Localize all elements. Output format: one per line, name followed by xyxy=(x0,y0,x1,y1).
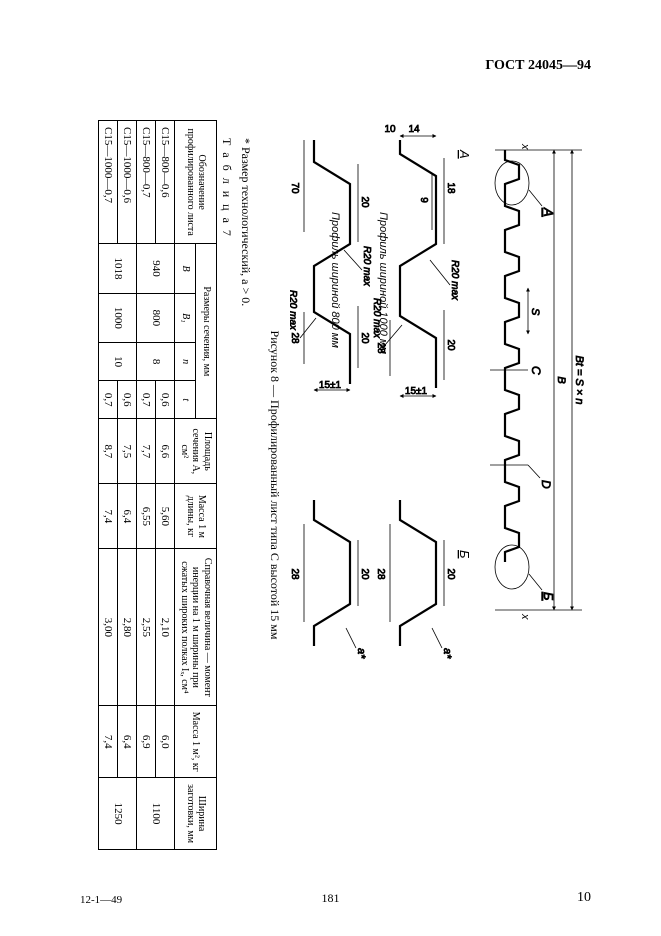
footer-right: 10 xyxy=(577,890,591,906)
svg-text:70: 70 xyxy=(290,182,300,194)
svg-text:R20 max: R20 max xyxy=(361,246,372,287)
svg-text:А: А xyxy=(541,207,556,217)
th-area: Площадь сечения A, см² xyxy=(175,419,217,484)
svg-text:Профиль шириной 800 мм: Профиль шириной 800 мм xyxy=(329,212,341,348)
figure-note: * Размер технологический, a > 0. xyxy=(238,138,253,850)
th-m2: Масса 1 м², кг xyxy=(175,706,217,778)
svg-text:a*: a* xyxy=(441,648,453,659)
svg-text:R20 max: R20 max xyxy=(449,260,460,301)
svg-text:18: 18 xyxy=(445,182,456,194)
svg-text:28: 28 xyxy=(375,568,386,580)
th-dims: Размеры сечения, мм xyxy=(196,244,217,419)
data-table: Обозначение профилированного листа Разме… xyxy=(99,120,218,850)
th-B: B xyxy=(175,244,196,293)
svg-text:А: А xyxy=(457,149,472,159)
svg-text:20: 20 xyxy=(359,568,370,580)
svg-text:10: 10 xyxy=(384,124,396,135)
svg-text:9: 9 xyxy=(418,197,429,203)
svg-text:Б: Б xyxy=(457,550,472,559)
th-n: n xyxy=(175,343,196,381)
svg-text:x: x xyxy=(519,143,531,150)
th-ix: Справочная величина — момент инерции на … xyxy=(175,549,217,706)
svg-text:15±1: 15±1 xyxy=(319,380,342,391)
table-row: С15—800—0,6 940 800 8 0,6 6,6 5,60 2,10 … xyxy=(156,121,175,850)
svg-text:Б: Б xyxy=(541,592,556,601)
svg-text:14: 14 xyxy=(408,124,420,135)
svg-text:20: 20 xyxy=(359,196,370,208)
svg-text:Профиль шириной 1000 мм: Профиль шириной 1000 мм xyxy=(377,212,389,354)
svg-text:S: S xyxy=(529,308,541,316)
svg-text:28: 28 xyxy=(290,568,300,580)
th-t: t xyxy=(175,381,196,419)
footer-left: 12-1—49 xyxy=(80,894,122,906)
th-name: Обозначение профилированного листа xyxy=(175,121,217,244)
svg-text:B: B xyxy=(555,376,567,383)
page-header: ГОСТ 24045—94 xyxy=(485,58,591,74)
svg-text:R20 max: R20 max xyxy=(290,290,298,331)
th-m1: Масса 1 м длины, кг xyxy=(175,484,217,549)
svg-text:20: 20 xyxy=(445,568,456,580)
footer-center: 181 xyxy=(322,891,340,906)
svg-text:a*: a* xyxy=(355,648,367,659)
svg-text:D: D xyxy=(539,480,553,489)
table-head-row: Обозначение профилированного листа Разме… xyxy=(196,121,217,850)
svg-text:15±1: 15±1 xyxy=(405,386,428,397)
svg-text:С: С xyxy=(529,366,543,375)
th-B1: B₁ xyxy=(175,293,196,342)
svg-text:28: 28 xyxy=(290,332,300,344)
svg-text:x: x xyxy=(519,613,531,620)
figure-drawing: Bt = S × n B x x xyxy=(290,120,590,850)
svg-text:20: 20 xyxy=(445,339,456,351)
svg-text:Bt = S × n: Bt = S × n xyxy=(573,356,585,405)
svg-text:20: 20 xyxy=(359,332,370,344)
th-w: Ширина заготовки, мм xyxy=(175,778,217,850)
table-row: С15—1000—0,6 1018 1000 10 0,6 7,5 6,4 2,… xyxy=(118,121,137,850)
table-row: С15—1000—0,7 0,7 8,7 7,4 3,00 7,4 xyxy=(99,121,118,850)
table-title: Т а б л и ц а 7 xyxy=(219,138,234,850)
figure-caption: Рисунок 8 — Профилированный лист типа С … xyxy=(267,120,282,850)
table-row: С15—800—0,7 0,7 7,7 6,55 2,55 6,9 xyxy=(137,121,156,850)
